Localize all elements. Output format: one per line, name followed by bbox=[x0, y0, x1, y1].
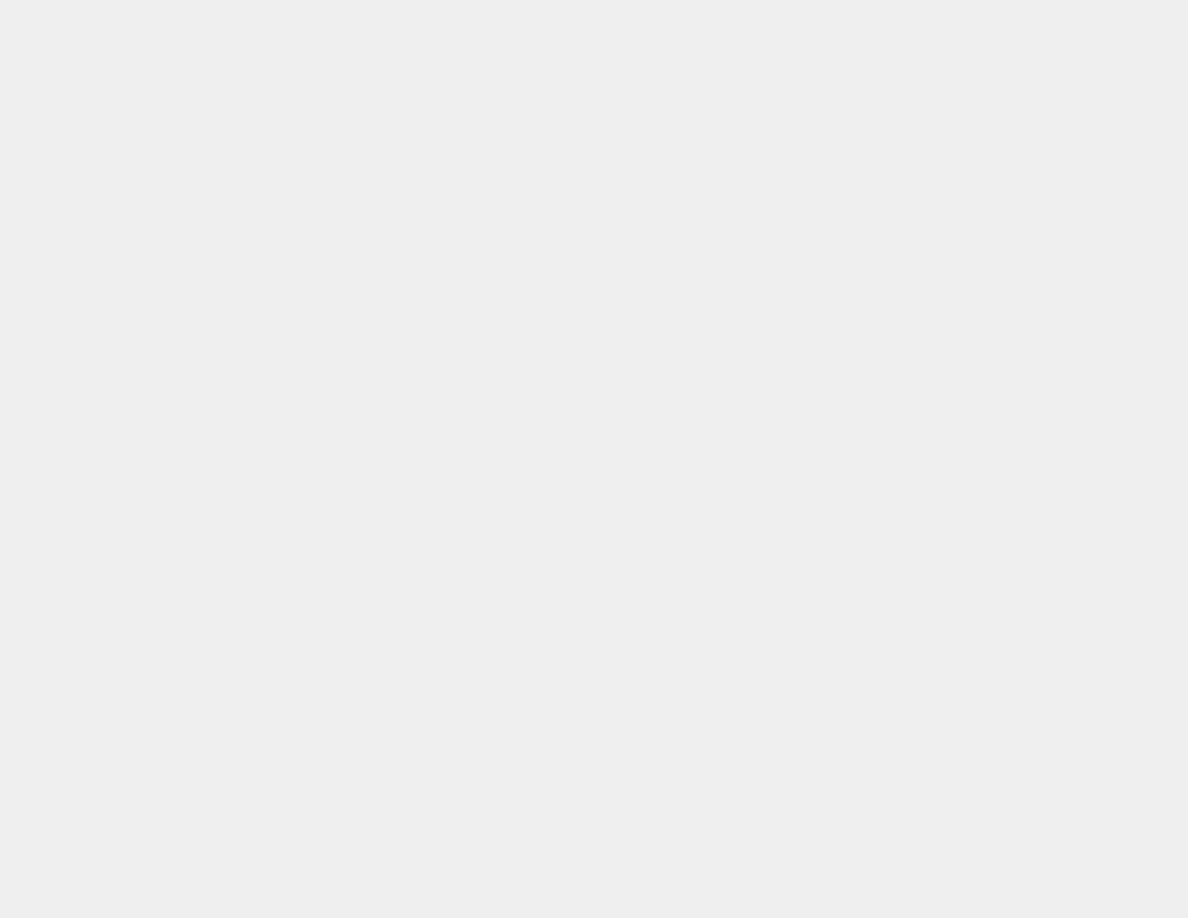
Bar bbox=[486, 0, 1188, 918]
Bar bbox=[0, 0, 486, 918]
